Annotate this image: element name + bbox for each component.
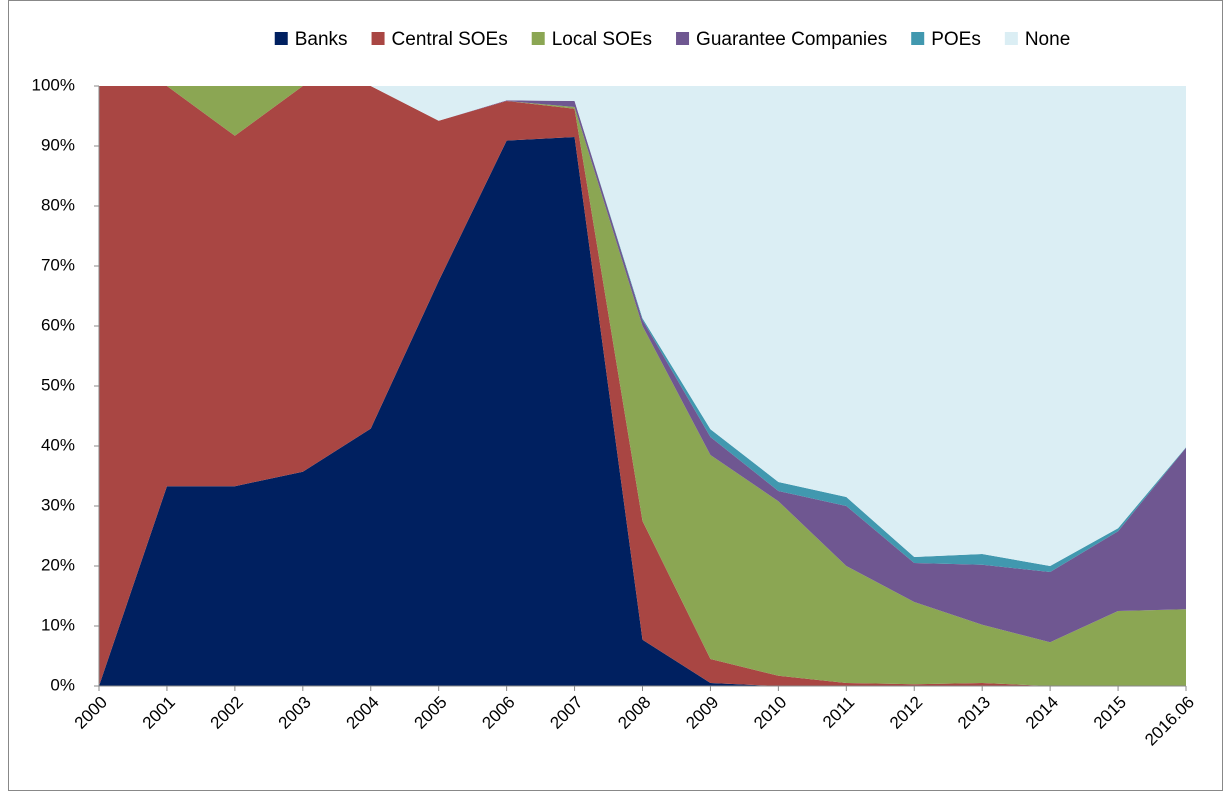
legend-label: None	[1025, 29, 1070, 50]
legend: Banks Central SOEs Local SOEs Guarantee Com…	[274, 29, 1070, 50]
legend-label: Guarantee Companies	[696, 29, 887, 50]
legend-swatch	[1004, 32, 1018, 45]
y-tick-label: 100%	[32, 75, 75, 94]
legend-label: Central SOEs	[392, 29, 508, 50]
area	[99, 86, 1186, 686]
y-tick-label: 60%	[41, 315, 75, 334]
area	[99, 137, 1186, 686]
area	[99, 86, 1186, 686]
area	[99, 86, 1186, 643]
legend-swatch	[911, 32, 925, 45]
legend-label: POEs	[931, 29, 981, 50]
legend-swatch	[371, 32, 385, 45]
y-tick-label: 80%	[41, 195, 75, 214]
legend-swatch	[531, 32, 545, 45]
y-tick-label: 20%	[41, 555, 75, 574]
y-tick-label: 0%	[50, 675, 75, 694]
y-tick-label: 10%	[41, 615, 75, 634]
y-tick-label: 70%	[41, 255, 75, 274]
legend-swatch	[274, 32, 288, 45]
legend-label: Banks	[295, 29, 348, 50]
y-tick-label: 40%	[41, 435, 75, 454]
legend-swatch	[676, 32, 690, 45]
y-tick-label: 50%	[41, 375, 75, 394]
y-tick-label: 90%	[41, 135, 75, 154]
y-tick-label: 30%	[41, 495, 75, 514]
area	[99, 86, 1186, 566]
legend-label: Local SOEs	[552, 29, 652, 50]
